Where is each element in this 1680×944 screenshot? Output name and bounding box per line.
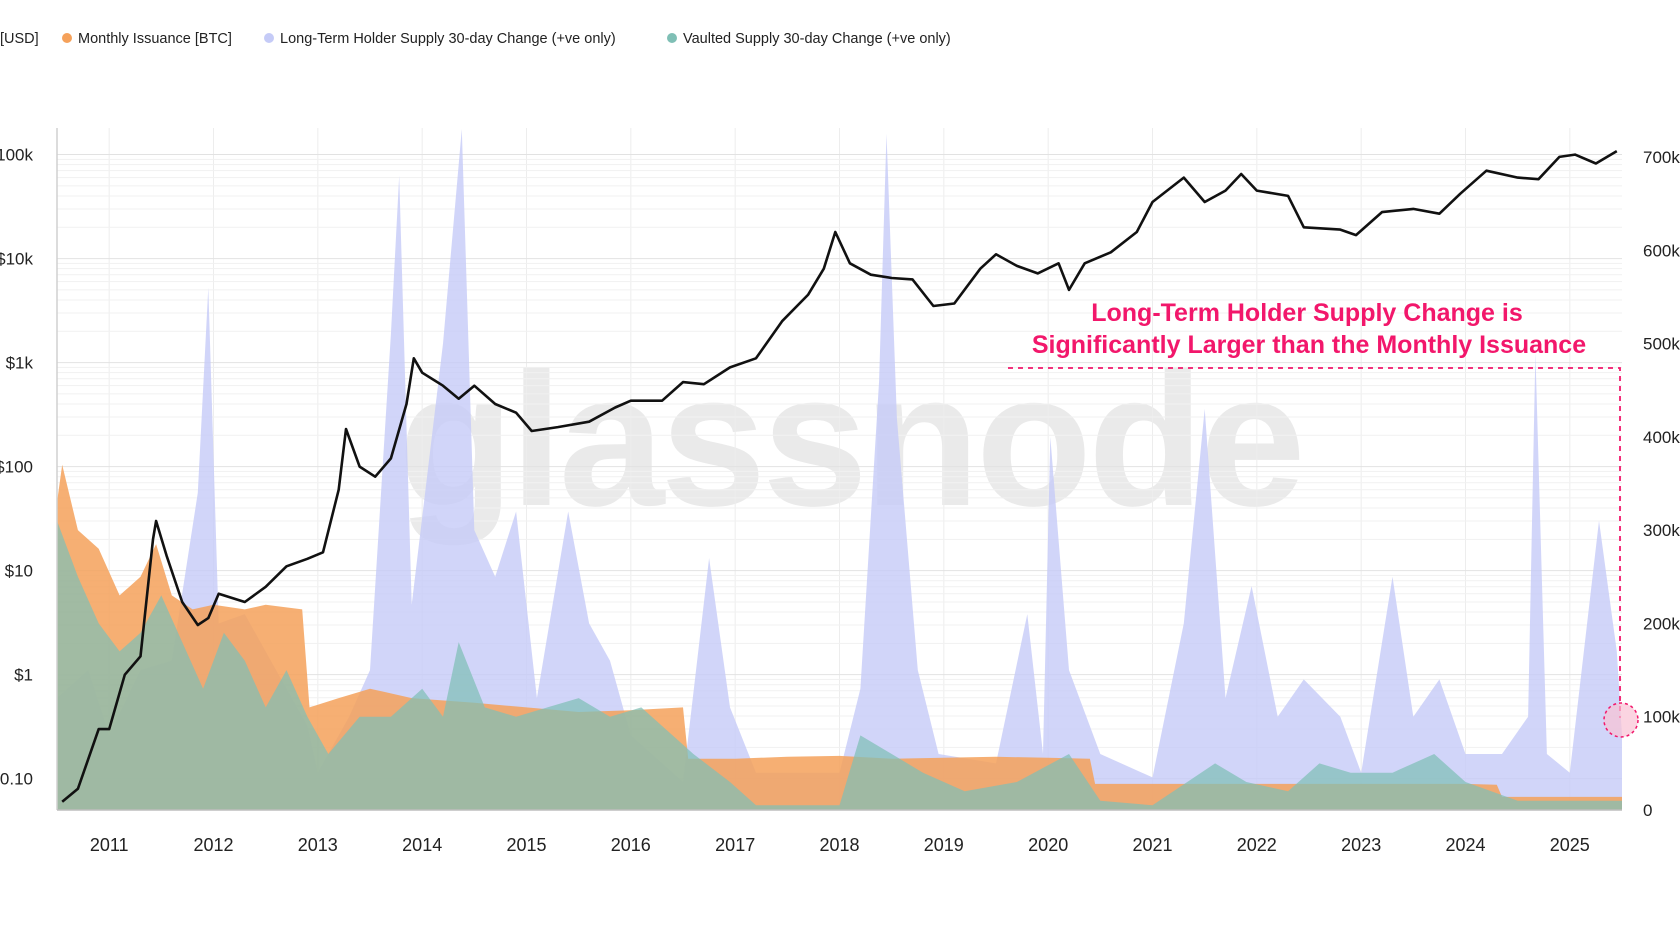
x-tick-label: 2017 — [715, 835, 755, 855]
left-tick-label: $10k — [0, 250, 33, 269]
legend: [USD] Monthly Issuance [BTC] Long-Term H… — [0, 31, 951, 47]
left-tick-label: $0.10 — [0, 770, 33, 789]
annotation-dashed-bracket — [1008, 367, 1621, 718]
x-tick-label: 2013 — [298, 835, 338, 855]
x-tick-label: 2014 — [402, 835, 442, 855]
price-line — [61, 149, 1618, 803]
right-axis-ticks: 700k 600k 500k 400k 300k 200k 100k 0 — [1643, 148, 1680, 820]
area-long-term-holder-supply-30-day-change-ve-only- — [57, 129, 1622, 810]
right-tick-label: 0 — [1643, 801, 1652, 820]
left-tick-label: $100 — [0, 458, 33, 477]
left-tick-label: $1 — [14, 666, 33, 685]
x-tick-label: 2022 — [1237, 835, 1277, 855]
legend-label-vaulted: Vaulted Supply 30-day Change (+ve only) — [683, 31, 951, 47]
watermark: glassnode — [398, 334, 1302, 546]
legend-swatch-lth — [264, 33, 274, 43]
right-tick-label: 600k — [1643, 241, 1680, 260]
x-tick-label: 2011 — [90, 835, 129, 855]
x-tick-label: 2012 — [193, 835, 233, 855]
x-tick-label: 2023 — [1341, 835, 1381, 855]
legend-label-lth: Long-Term Holder Supply 30-day Change (+… — [280, 31, 616, 47]
x-tick-label: 2025 — [1550, 835, 1590, 855]
price-line-group — [61, 149, 1618, 803]
legend-swatch-vaulted — [667, 33, 677, 43]
annotation-marker — [1603, 702, 1639, 738]
x-tick-label: 2018 — [819, 835, 859, 855]
left-tick-label: $1k — [6, 354, 34, 373]
x-tick-label: 2019 — [924, 835, 964, 855]
legend-label-issuance: Monthly Issuance [BTC] — [78, 31, 232, 47]
annotation: Long-Term Holder Supply Change is Signif… — [1008, 299, 1639, 738]
plot-areas — [57, 129, 1622, 810]
right-tick-label: 400k — [1643, 428, 1680, 447]
right-tick-label: 100k — [1643, 708, 1680, 727]
grid — [57, 128, 1622, 810]
x-tick-label: 2021 — [1132, 835, 1172, 855]
left-tick-label: $10 — [5, 562, 33, 581]
x-tick-label: 2024 — [1445, 835, 1485, 855]
right-tick-label: 300k — [1643, 521, 1680, 540]
annotation-line-1: Long-Term Holder Supply Change is — [1091, 299, 1523, 327]
legend-label-price: [USD] — [0, 31, 39, 47]
x-axis-ticks: 2011 2012 2013 2014 2015 2016 2017 2018 2019 2020… — [90, 835, 1590, 855]
left-tick-label: $100k — [0, 146, 33, 165]
left-axis-ticks: $100k $10k $1k $100 $10 $1 $0.10 — [0, 146, 33, 789]
annotation-line-2: Significantly Larger than the Monthly Is… — [1032, 331, 1586, 359]
area-vaulted-supply-30-day-change-ve-only- — [57, 520, 1622, 810]
x-tick-label: 2015 — [506, 835, 546, 855]
legend-swatch-issuance — [62, 33, 72, 43]
right-tick-label: 700k — [1643, 148, 1680, 167]
x-tick-label: 2020 — [1028, 835, 1068, 855]
x-tick-label: 2016 — [611, 835, 651, 855]
right-tick-label: 200k — [1643, 614, 1680, 633]
right-tick-label: 500k — [1643, 335, 1680, 354]
